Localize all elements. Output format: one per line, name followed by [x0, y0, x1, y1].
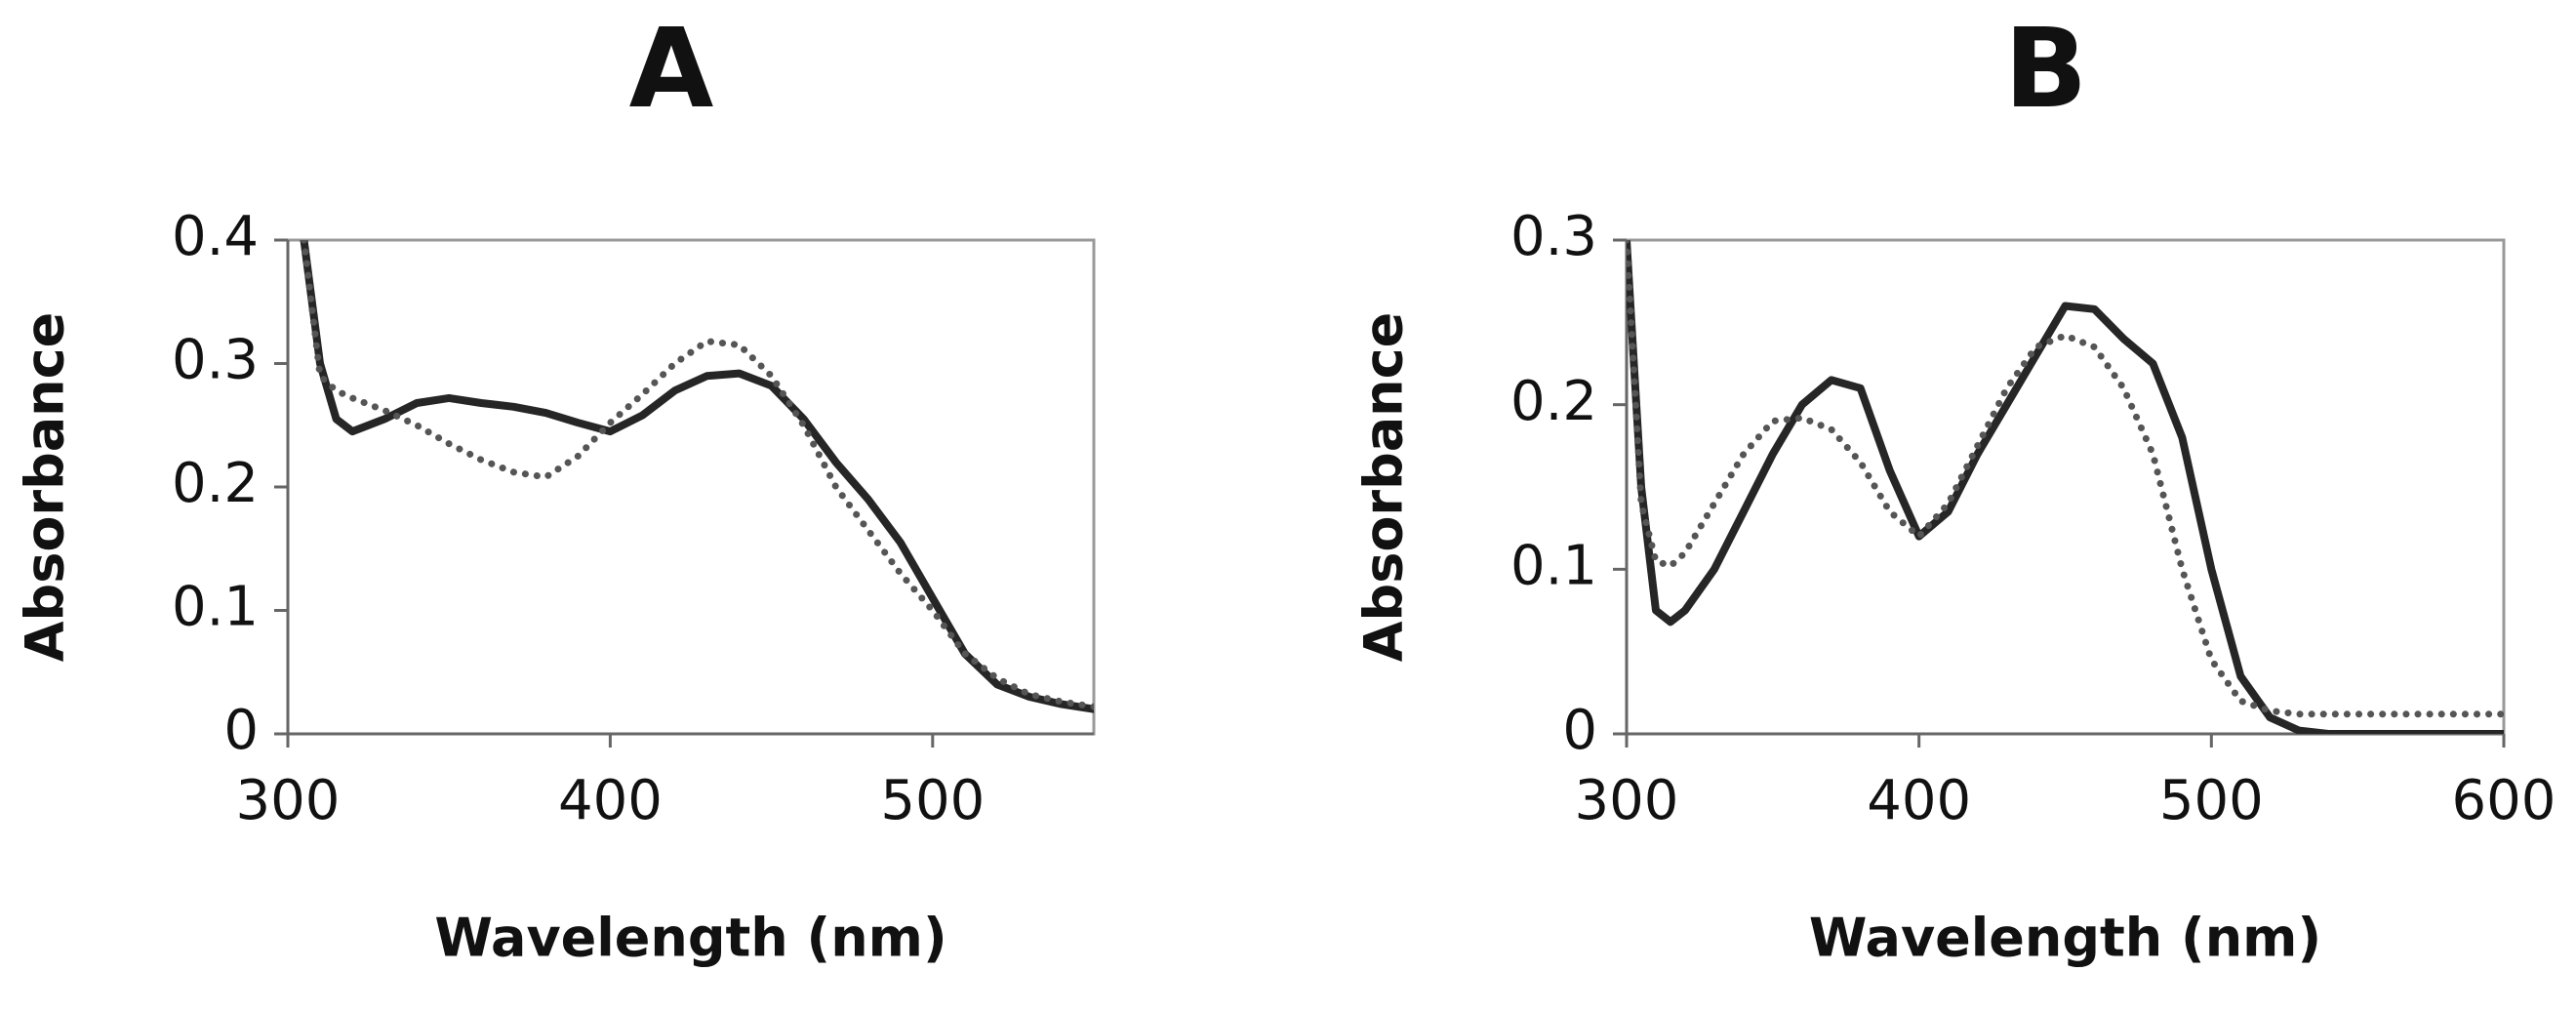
series-line [1627, 240, 2504, 734]
y-tick-label: 0.2 [1510, 370, 1597, 433]
x-tick-label: 500 [2159, 769, 2264, 832]
x-axis-label: Wavelength (nm) [1809, 908, 2321, 969]
y-tick-label: 0.2 [172, 452, 259, 515]
y-tick-label: 0 [223, 699, 259, 762]
series-line [1627, 240, 2504, 718]
x-tick-label: 300 [236, 769, 341, 832]
y-tick-label: 0 [1562, 699, 1597, 762]
x-axis-label: Wavelength (nm) [434, 908, 946, 969]
y-tick-label: 0.1 [172, 576, 259, 639]
x-tick-label: 500 [880, 769, 985, 832]
x-tick-label: 300 [1575, 769, 1679, 832]
chart-title: A [629, 6, 714, 133]
y-tick-label: 0.3 [172, 329, 259, 392]
y-tick-label: 0.4 [172, 205, 259, 268]
y-axis-label: Absorbance [1353, 312, 1415, 663]
x-tick-label: 600 [2452, 769, 2556, 832]
y-axis-label: Absorbance [15, 312, 76, 663]
series-line [300, 240, 1094, 713]
x-tick-label: 400 [1867, 769, 1971, 832]
x-tick-label: 400 [558, 769, 663, 832]
series-line [301, 240, 1094, 710]
chart-title: B [2004, 6, 2087, 133]
y-tick-label: 0.1 [1510, 534, 1597, 597]
y-tick-label: 0.3 [1510, 205, 1597, 268]
